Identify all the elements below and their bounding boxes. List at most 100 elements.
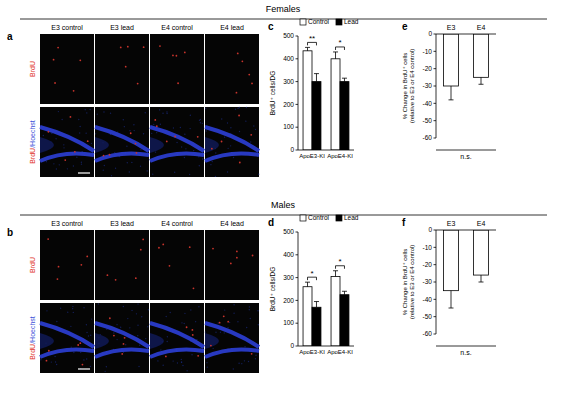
brdu-cell: [103, 155, 105, 157]
significance-label: *: [338, 38, 341, 47]
nucleus: [143, 133, 144, 134]
nucleus: [73, 312, 74, 313]
nucleus: [72, 306, 73, 307]
nucleus: [189, 174, 190, 175]
brdu-cell: [58, 266, 60, 268]
nucleus: [147, 170, 148, 171]
y-tick: [296, 300, 299, 301]
nucleus: [159, 109, 160, 110]
nucleus: [46, 310, 47, 311]
nucleus: [167, 336, 168, 337]
column-label: E4 lead: [220, 220, 244, 227]
nucleus: [253, 125, 254, 126]
row-label-part: BrdU: [29, 61, 36, 77]
y-tick-label: -20: [423, 65, 433, 72]
brdu-cell: [107, 274, 109, 276]
nucleus: [174, 172, 175, 173]
error-bar: [342, 78, 347, 81]
brdu-cell: [74, 151, 76, 153]
y-tick: [434, 264, 437, 265]
legend-label: Control: [308, 18, 330, 25]
chart: 0100200300400500BrdU⁺ cells/DGApoE3-KIAp…: [269, 214, 359, 355]
brdu-cell: [211, 148, 213, 150]
brdu-cell: [191, 329, 193, 331]
nucleus: [131, 162, 132, 163]
nucleus: [235, 109, 236, 110]
nucleus: [230, 145, 231, 146]
nucleus: [248, 361, 249, 362]
nucleus: [212, 161, 213, 162]
panel-label: f: [402, 217, 406, 228]
hilus: [40, 333, 54, 349]
nucleus: [111, 175, 112, 176]
section-rule: [20, 19, 547, 20]
nucleus: [205, 331, 206, 332]
nucleus: [151, 133, 152, 134]
nucleus: [207, 366, 208, 367]
nucleus: [190, 309, 191, 310]
nucleus: [85, 109, 86, 110]
nucleus: [46, 161, 47, 162]
brdu-cell: [47, 238, 49, 240]
legend-swatch: [336, 19, 342, 25]
nucleus: [40, 359, 41, 360]
y-tick: [434, 247, 437, 248]
x-tick-label: ApoE4-KI: [327, 349, 353, 355]
nucleus: [56, 321, 57, 322]
nucleus: [115, 168, 116, 169]
nucleus: [127, 318, 128, 319]
error-bar: [479, 275, 484, 282]
brdu-cell: [172, 55, 174, 57]
micrograph: [95, 107, 149, 177]
nucleus: [153, 124, 154, 125]
brdu-cell: [162, 244, 164, 246]
granule-layer: [40, 153, 94, 161]
error-line: [307, 47, 308, 50]
brdu-cell: [184, 51, 186, 53]
nucleus: [241, 363, 242, 364]
nucleus: [55, 138, 56, 139]
row-label-part: BrdU: [29, 257, 36, 273]
y-axis-label: % Change in BrdU⁺ cells: [402, 249, 408, 316]
y-axis: [298, 232, 299, 346]
brdu-cell: [174, 136, 176, 138]
nucleus: [73, 165, 74, 166]
nucleus: [63, 147, 64, 148]
nucleus: [123, 119, 124, 120]
nucleus: [148, 309, 149, 310]
brdu-cell: [189, 246, 191, 248]
bar: [303, 287, 312, 346]
bar: [312, 307, 321, 346]
nucleus: [182, 365, 183, 366]
y-axis-label: BrdU⁺ cells/DG: [269, 71, 276, 116]
y-tick: [296, 36, 299, 37]
panel-label: e: [402, 21, 408, 32]
brdu-cell: [137, 83, 139, 85]
nucleus: [233, 157, 234, 158]
nucleus: [205, 130, 206, 131]
legend-swatch: [300, 19, 306, 25]
nucleus: [103, 111, 104, 112]
micrograph: [40, 107, 94, 177]
row-label: BrdU/Hoechst: [29, 316, 36, 360]
micrograph-bg: [95, 303, 149, 373]
bar: [474, 34, 489, 77]
nucleus: [195, 321, 196, 322]
nucleus: [199, 165, 200, 166]
nucleus: [218, 322, 219, 323]
nucleus: [224, 332, 225, 333]
column-label: E3 lead: [110, 220, 134, 227]
nucleus: [162, 364, 163, 365]
micrograph: [40, 230, 94, 300]
annotation-line: [436, 346, 496, 347]
brdu-cell: [54, 82, 56, 84]
nucleus: [246, 327, 247, 328]
hilus: [150, 333, 164, 349]
bar: [474, 230, 489, 275]
row-label: BrdU: [29, 61, 36, 77]
y-tick: [296, 127, 299, 128]
error-cap: [449, 99, 454, 100]
y-tick-label: -50: [423, 313, 433, 320]
micrograph: [150, 34, 204, 104]
micrograph: [40, 303, 94, 373]
